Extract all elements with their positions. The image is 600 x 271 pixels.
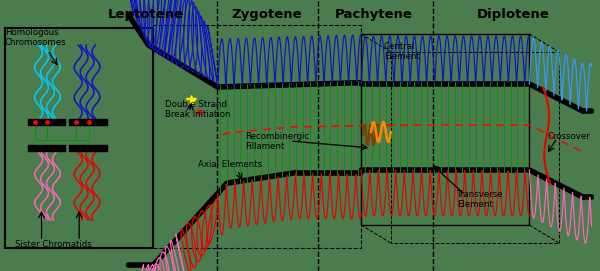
Bar [69,145,107,151]
Text: Diplotene: Diplotene [477,8,550,21]
Text: Homologous
Chromosomes: Homologous Chromosomes [5,28,67,47]
Bar [69,119,107,125]
Text: Leptotene: Leptotene [107,8,184,21]
Text: Recombinergic
Fillament: Recombinergic Fillament [245,132,310,151]
Text: Sister Chromatids: Sister Chromatids [15,240,92,249]
Bar [28,145,65,151]
Text: Transverse
Element: Transverse Element [457,190,504,209]
Text: Zygotene: Zygotene [232,8,302,21]
Text: Axial Elements: Axial Elements [198,160,262,169]
Text: Crossover: Crossover [547,132,590,141]
Bar [28,119,65,125]
Text: Central
Element: Central Element [384,42,420,62]
Text: Double Strand
Break Initiation: Double Strand Break Initiation [165,100,231,120]
Text: Pachytene: Pachytene [335,8,413,21]
Bar [5,28,154,248]
